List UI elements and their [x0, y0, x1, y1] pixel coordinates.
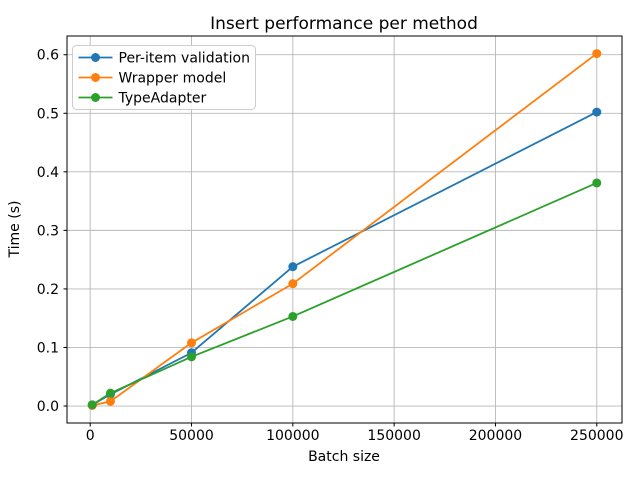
- legend-label: TypeAdapter: [118, 91, 207, 107]
- y-tick-label: 0.0: [37, 399, 59, 415]
- data-point-marker: [592, 49, 602, 59]
- data-point-marker: [592, 107, 602, 117]
- data-point-marker: [105, 388, 115, 398]
- data-point-marker: [592, 178, 602, 188]
- legend-label: Wrapper model: [119, 71, 227, 87]
- plot-area-border: [66, 35, 623, 424]
- x-tick-label: 0: [86, 428, 95, 444]
- series-line: [91, 182, 598, 406]
- legend-marker: [91, 93, 100, 102]
- legend-label: Per-item validation: [119, 51, 250, 67]
- x-tick-label: 150000: [367, 428, 420, 444]
- y-tick-label: 0.1: [37, 340, 59, 356]
- y-tick-label: 0.4: [37, 165, 59, 181]
- legend-item: Wrapper model: [78, 71, 227, 87]
- chart-title: Insert performance per method: [210, 14, 478, 34]
- data-point-marker: [288, 262, 298, 272]
- data-point-marker: [288, 311, 298, 321]
- y-axis-ticks: 0.0 0.1 0.2 0.3 0.4 0.5 0.6: [37, 48, 67, 415]
- data-point-marker: [105, 396, 115, 406]
- y-tick-label: 0.5: [37, 106, 59, 122]
- x-axis-ticks: 0 50000 100000 150000 200000 250000: [86, 423, 623, 444]
- y-axis-label: Time (s): [7, 201, 23, 259]
- x-tick-label: 200000: [469, 428, 522, 444]
- data-point-marker: [87, 400, 97, 410]
- legend-marker: [91, 73, 100, 82]
- y-tick-label: 0.2: [37, 282, 59, 298]
- legend-marker: [91, 53, 100, 62]
- legend-item: TypeAdapter: [78, 91, 207, 107]
- x-tick-label: 250000: [570, 428, 623, 444]
- y-tick-label: 0.6: [37, 48, 59, 64]
- legend-item: Per-item validation: [78, 51, 250, 67]
- legend-box: [72, 45, 256, 110]
- data-point-marker: [288, 279, 298, 289]
- data-series: [87, 49, 602, 410]
- data-point-marker: [187, 338, 197, 348]
- data-point-marker: [187, 352, 197, 362]
- grid-lines: [67, 36, 622, 423]
- x-axis-label: Batch size: [308, 449, 380, 465]
- x-tick-label: 100000: [266, 428, 319, 444]
- x-tick-label: 50000: [169, 428, 214, 444]
- y-tick-label: 0.3: [37, 223, 59, 239]
- legend: Per-item validation Wrapper model TypeAdap…: [72, 45, 256, 110]
